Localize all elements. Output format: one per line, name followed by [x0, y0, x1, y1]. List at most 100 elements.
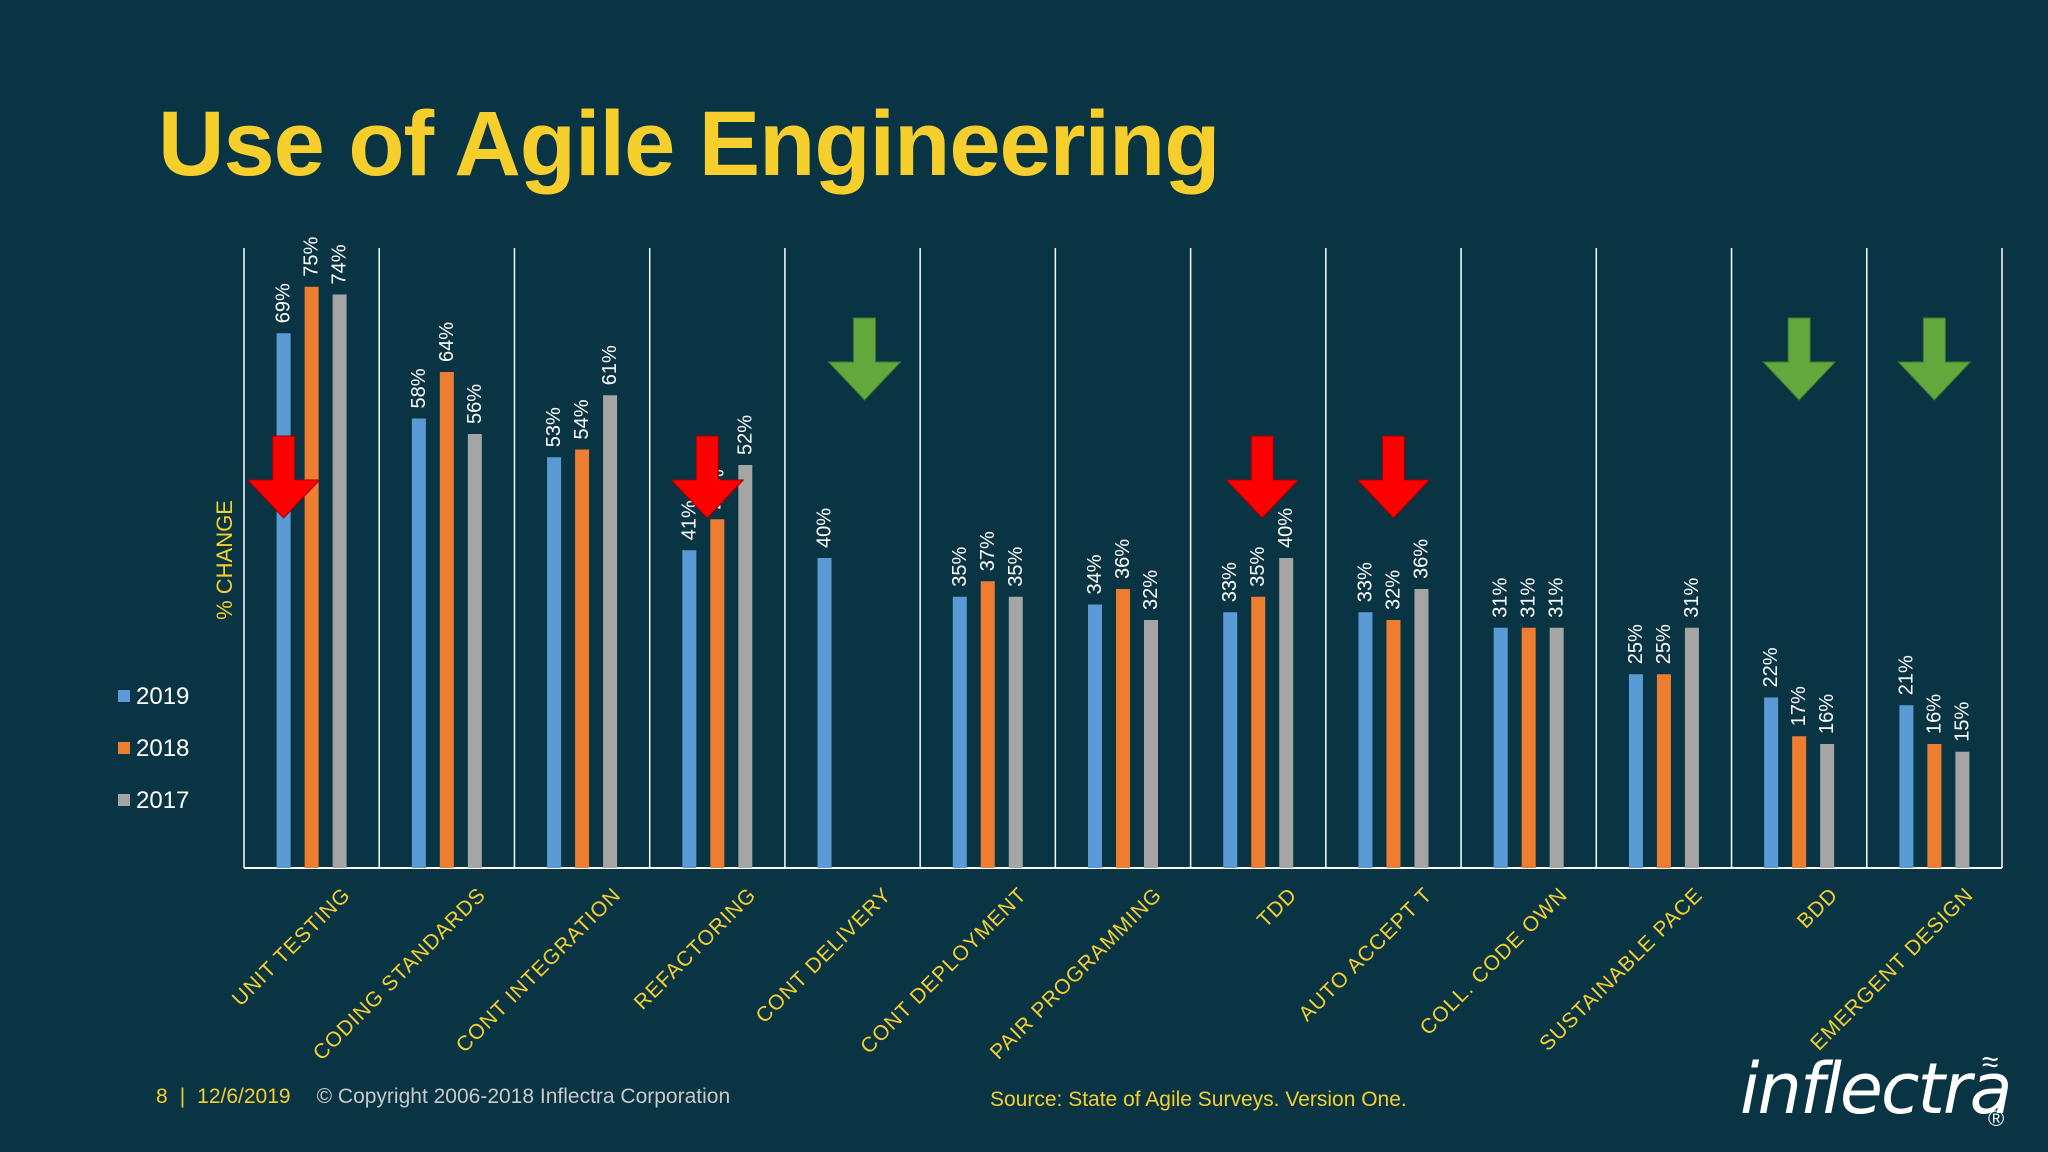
- registered-mark: ®: [1988, 1106, 2005, 1131]
- bar-bdd-2017: [1820, 744, 1835, 868]
- category-label: COLL. CODE OWN: [1416, 883, 1573, 1040]
- value-label: 31%: [1490, 578, 1512, 618]
- bar-pair-programming-2019: [1088, 604, 1102, 868]
- value-label: 15%: [1951, 702, 1973, 742]
- bar-auto-accept-t-2018: [1386, 620, 1401, 868]
- down-arrow-icon: [246, 435, 321, 519]
- footer-divider: |: [179, 1085, 186, 1108]
- bar-bdd-2018: [1792, 736, 1807, 868]
- value-label: 21%: [1895, 655, 1917, 695]
- bar-cont-delivery-2019: [817, 558, 832, 868]
- category-label: BDD: [1793, 883, 1843, 933]
- value-label: 53%: [543, 407, 565, 447]
- legend-swatch-2018: [118, 742, 130, 754]
- value-label: 41%: [678, 500, 700, 540]
- value-label: 56%: [464, 384, 486, 424]
- bar-emergent-design-2018: [1927, 744, 1942, 868]
- slide-date: 12/6/2019: [197, 1085, 291, 1108]
- value-label: 25%: [1653, 624, 1675, 664]
- value-label: 31%: [1546, 578, 1568, 618]
- down-arrow-icon: [1356, 435, 1431, 519]
- value-label: 16%: [1923, 694, 1945, 734]
- bar-coding-standards-2019: [411, 418, 426, 868]
- category-label: REFACTORING: [630, 883, 761, 1014]
- bar-refactoring-2018: [710, 519, 725, 868]
- bar-tdd-2017: [1279, 558, 1294, 868]
- value-label: 36%: [1112, 539, 1134, 579]
- logo-swoosh-icon: ≈: [1982, 1046, 1999, 1079]
- down-arrow-icon: [1225, 435, 1300, 519]
- bar-auto-accept-t-2017: [1414, 589, 1429, 868]
- bar-cont-integration-2018: [575, 449, 590, 868]
- down-arrow-icon: [827, 317, 902, 401]
- source-note: Source: State of Agile Surveys. Version …: [990, 1088, 1407, 1111]
- value-label: 16%: [1816, 694, 1838, 734]
- bar-bdd-2019: [1764, 697, 1779, 868]
- legend-swatch-2017: [118, 794, 130, 806]
- inflectra-logo: inflectra: [1740, 1048, 2013, 1130]
- value-label: 32%: [1382, 570, 1404, 610]
- value-label: 31%: [1681, 578, 1703, 618]
- category-label: UNIT TESTING: [228, 883, 355, 1010]
- category-label: TDD: [1253, 883, 1302, 932]
- legend-swatch-2019: [118, 690, 130, 702]
- bar-emergent-design-2017: [1955, 751, 1970, 868]
- value-label: 61%: [599, 345, 621, 385]
- value-label: 35%: [949, 547, 971, 587]
- category-label: CONT DELIVERY: [752, 883, 897, 1028]
- bar-cont-integration-2019: [547, 457, 562, 868]
- bar-auto-accept-t-2019: [1358, 612, 1373, 868]
- value-label: 37%: [977, 531, 999, 571]
- bar-cont-deployment-2017: [1008, 596, 1023, 868]
- bar-coding-standards-2018: [439, 372, 454, 868]
- value-label: 22%: [1760, 647, 1782, 687]
- bar-emergent-design-2019: [1899, 705, 1914, 868]
- bar-unit-testing-2017: [332, 294, 347, 868]
- value-label: 32%: [1140, 570, 1162, 610]
- bar-sustainable-pace-2019: [1628, 674, 1643, 868]
- value-label: 33%: [1354, 562, 1376, 602]
- value-label: 74%: [329, 244, 351, 284]
- bar-unit-testing-2018: [304, 286, 319, 868]
- legend-label-2018: 2018: [136, 735, 189, 762]
- bar-coll-code-own-2017: [1549, 627, 1564, 868]
- bar-cont-deployment-2018: [980, 581, 995, 868]
- y-axis-label: % CHANGE: [212, 500, 237, 620]
- value-label: 69%: [273, 283, 295, 323]
- value-label: 52%: [734, 415, 756, 455]
- value-label: 33%: [1219, 562, 1241, 602]
- value-label: 54%: [571, 399, 593, 439]
- bar-coll-code-own-2018: [1521, 627, 1536, 868]
- copyright: © Copyright 2006-2018 Inflectra Corporat…: [316, 1085, 731, 1108]
- value-label: 17%: [1788, 686, 1810, 726]
- bar-refactoring-2019: [682, 550, 697, 868]
- footer-left: 8 | 12/6/2019 © Copyright 2006-2018 Inflect…: [156, 1085, 730, 1109]
- legend-label-2017: 2017: [136, 787, 189, 814]
- value-label: 40%: [1275, 508, 1297, 548]
- bar-sustainable-pace-2018: [1656, 674, 1671, 868]
- down-arrow-icon: [670, 435, 745, 519]
- value-label: 35%: [1005, 547, 1027, 587]
- bar-pair-programming-2018: [1116, 589, 1130, 868]
- down-arrow-icon: [1761, 317, 1837, 401]
- value-label: 75%: [301, 237, 323, 277]
- slide-title: Use of Agile Engineering: [158, 93, 1220, 195]
- bar-tdd-2019: [1223, 612, 1238, 868]
- bar-pair-programming-2017: [1144, 620, 1158, 868]
- down-arrow-icon: [1897, 317, 1972, 401]
- category-label: AUTO ACCEPT T: [1294, 883, 1437, 1026]
- value-label: 36%: [1410, 539, 1432, 579]
- value-label: 40%: [814, 508, 836, 548]
- bar-cont-integration-2017: [603, 395, 618, 868]
- bar-refactoring-2017: [738, 465, 753, 868]
- legend-label-2019: 2019: [136, 683, 189, 710]
- value-label: 34%: [1084, 554, 1106, 594]
- bar-tdd-2018: [1251, 596, 1266, 868]
- bar-sustainable-pace-2017: [1684, 627, 1699, 868]
- value-label: 35%: [1247, 547, 1269, 587]
- value-label: 58%: [408, 368, 430, 408]
- value-label: 64%: [436, 322, 458, 362]
- value-label: 25%: [1625, 624, 1647, 664]
- bar-coding-standards-2017: [467, 434, 482, 868]
